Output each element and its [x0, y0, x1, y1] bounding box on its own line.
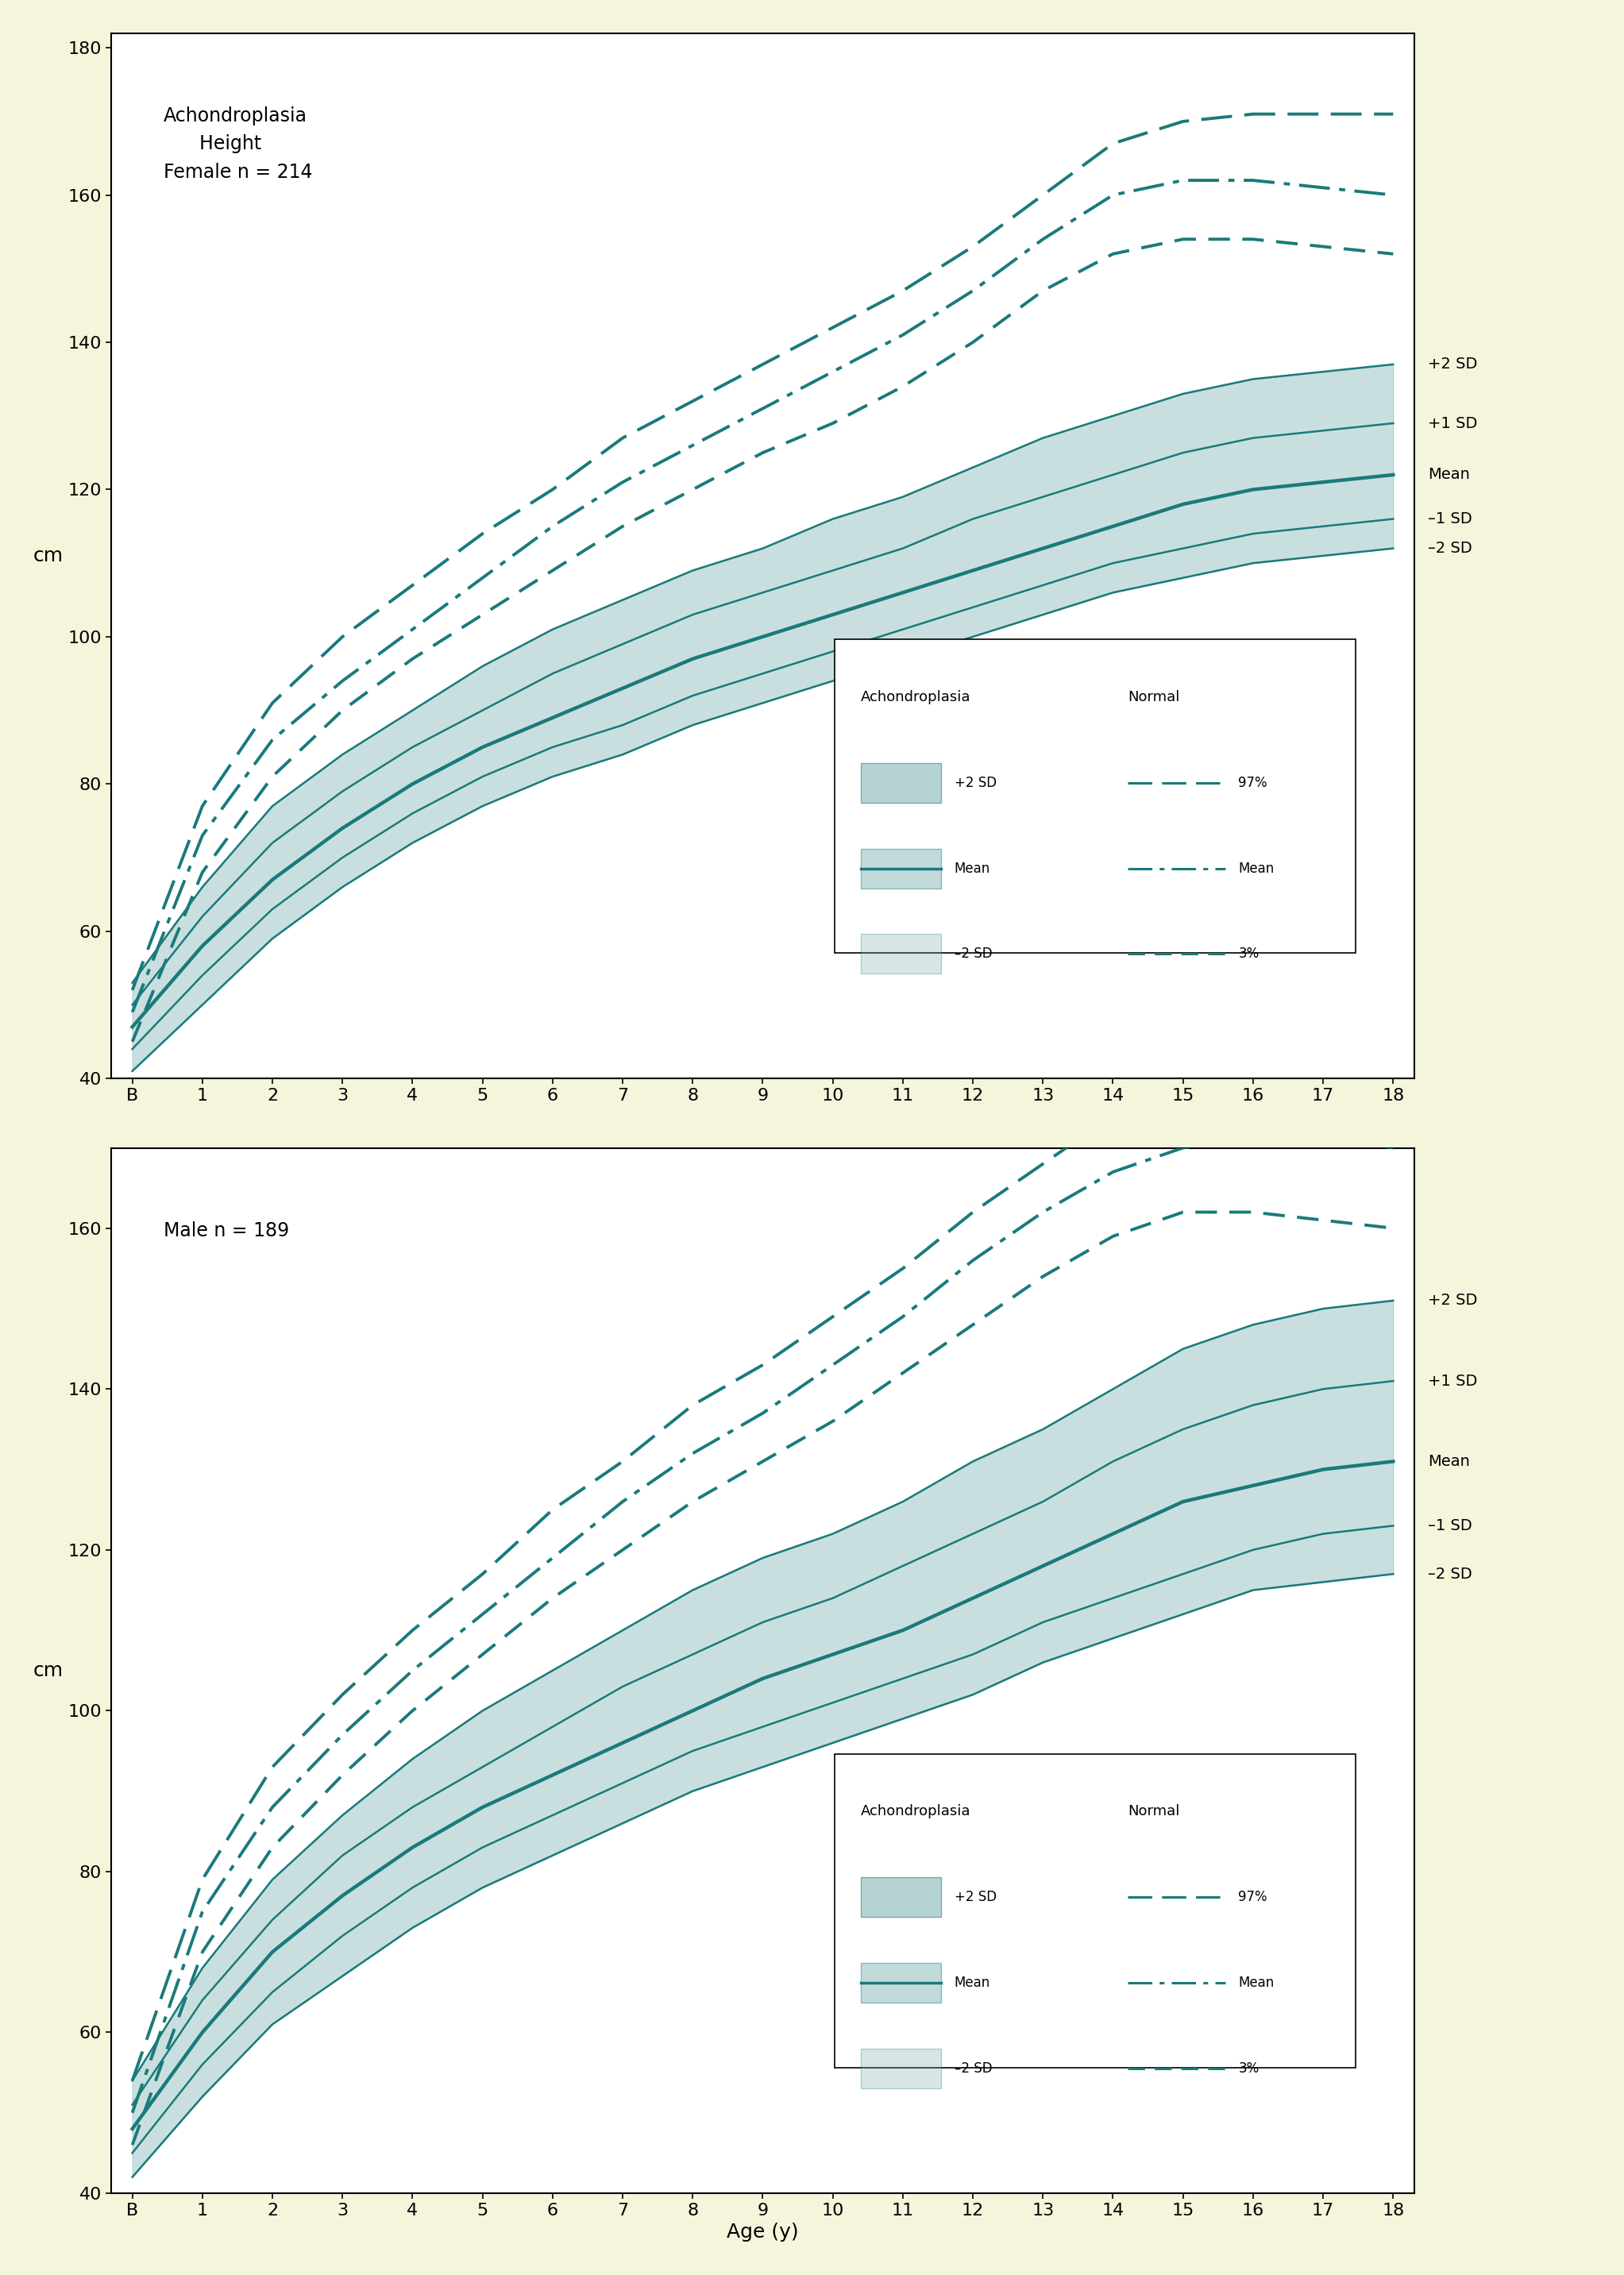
Text: 97%: 97%	[1237, 1891, 1267, 1904]
Text: +2 SD: +2 SD	[955, 776, 997, 789]
Y-axis label: cm: cm	[32, 546, 63, 564]
Text: Achondroplasia: Achondroplasia	[861, 689, 971, 703]
Text: –1 SD: –1 SD	[1427, 1517, 1473, 1533]
Text: +2 SD: +2 SD	[955, 1891, 997, 1904]
Text: 3%: 3%	[1237, 2061, 1259, 2075]
Text: 97%: 97%	[1237, 776, 1267, 789]
Text: +2 SD: +2 SD	[1427, 357, 1478, 371]
Bar	[861, 1877, 942, 1918]
Text: Normal: Normal	[1127, 1804, 1179, 1818]
Bar	[861, 1963, 942, 2002]
Text: –1 SD: –1 SD	[1427, 512, 1473, 526]
Bar	[861, 2050, 942, 2088]
Text: Mean: Mean	[955, 862, 991, 876]
Text: Mean: Mean	[1237, 1977, 1275, 1991]
Text: +2 SD: +2 SD	[1427, 1292, 1478, 1308]
Text: Mean: Mean	[1427, 1454, 1470, 1470]
Text: –2 SD: –2 SD	[955, 2061, 992, 2075]
Text: –2 SD: –2 SD	[955, 946, 992, 962]
Text: Mean: Mean	[1427, 466, 1470, 482]
Text: Mean: Mean	[955, 1977, 991, 1991]
Text: Achondroplasia
      Height
Female n = 214: Achondroplasia Height Female n = 214	[164, 107, 312, 182]
Bar	[861, 762, 942, 803]
Text: Mean: Mean	[1237, 862, 1275, 876]
Text: +1 SD: +1 SD	[1427, 416, 1478, 430]
Text: –2 SD: –2 SD	[1427, 1567, 1473, 1581]
Y-axis label: cm: cm	[32, 1661, 63, 1679]
Text: Achondroplasia: Achondroplasia	[861, 1804, 971, 1818]
Bar	[835, 1754, 1356, 2068]
Bar	[861, 935, 942, 974]
Text: Normal: Normal	[1127, 689, 1179, 703]
X-axis label: Age (y): Age (y)	[728, 2223, 799, 2241]
Text: –2 SD: –2 SD	[1427, 541, 1473, 555]
Bar	[861, 849, 942, 887]
Text: +1 SD: +1 SD	[1427, 1374, 1478, 1388]
Text: Male n = 189: Male n = 189	[164, 1222, 289, 1240]
Text: 3%: 3%	[1237, 946, 1259, 962]
Bar	[835, 639, 1356, 953]
